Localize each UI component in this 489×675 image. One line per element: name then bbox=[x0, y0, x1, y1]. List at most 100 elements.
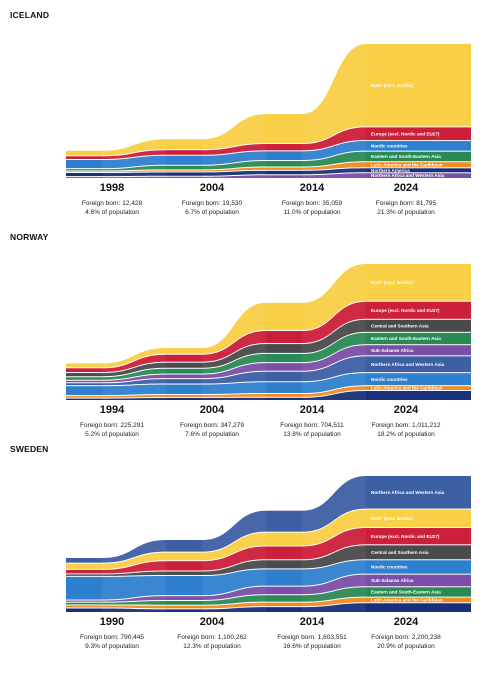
series-label: Latin America and the Caribbean bbox=[371, 386, 443, 391]
node-bar bbox=[266, 595, 302, 602]
node-bar bbox=[366, 319, 471, 332]
node-bar bbox=[266, 607, 302, 612]
flow-northern-america-2 bbox=[302, 168, 366, 175]
series-label: Sub-Saharan Africa bbox=[371, 578, 414, 583]
foreign-born-label: Foreign born: 1,011,212 bbox=[372, 422, 441, 429]
population-share-label: 16.6% of population bbox=[283, 643, 341, 650]
node-bar bbox=[266, 302, 302, 331]
year-label: 2004 bbox=[200, 616, 225, 628]
year-label: 2024 bbox=[394, 404, 419, 416]
node-bar bbox=[66, 608, 102, 612]
node-bar bbox=[166, 397, 202, 400]
population-share-label: 5.2% of population bbox=[85, 431, 139, 438]
series-label: EU27 (excl. Nordic) bbox=[371, 83, 413, 88]
node-bar bbox=[66, 171, 102, 173]
node-bar bbox=[366, 345, 471, 356]
population-share-label: 20.9% of population bbox=[377, 643, 435, 650]
series-label: Eastern and South-Eastern Asia bbox=[371, 336, 441, 341]
flow-europe-excl-nordic-and-eu27--0 bbox=[102, 354, 166, 373]
node-bar bbox=[366, 386, 471, 390]
flow-eastern-and-south-eastern-asia-1 bbox=[202, 353, 266, 374]
node-bar bbox=[166, 539, 202, 552]
year-label: 1994 bbox=[100, 404, 125, 416]
node-bar bbox=[366, 141, 471, 151]
year-label: 2004 bbox=[200, 404, 225, 416]
flow-sub-saharan-africa-2 bbox=[302, 574, 366, 595]
node-bar bbox=[366, 168, 471, 173]
node-bar bbox=[166, 150, 202, 155]
node-bar bbox=[166, 596, 202, 600]
node-bar bbox=[266, 144, 302, 151]
sankey-chart: 1990 Foreign born: 790,445 9.3% of populat… bbox=[66, 476, 471, 650]
population-share-label: 18.2% of population bbox=[377, 431, 435, 438]
node-bar bbox=[266, 602, 302, 607]
series-label: Central and Southern Asia bbox=[371, 550, 429, 555]
series-label: Europe (excl. Nordic and EU27) bbox=[371, 308, 440, 313]
flow-eu27-excl-nordic--1 bbox=[202, 302, 266, 354]
node-bar bbox=[266, 510, 302, 532]
year-label: 1998 bbox=[100, 182, 124, 194]
flow-northern-africa-and-western-asia-1 bbox=[202, 175, 266, 178]
node-bar bbox=[166, 165, 202, 170]
flow-northern-africa-and-western-asia-2 bbox=[302, 356, 366, 382]
flow-central-and-southern-asia-2 bbox=[302, 545, 366, 569]
flow-northern-africa-and-western-asia-0 bbox=[102, 176, 166, 178]
series-label: Europe (excl. Nordic and EU27) bbox=[371, 534, 440, 539]
flow-eastern-and-south-eastern-asia-2 bbox=[302, 587, 366, 602]
node-bar bbox=[166, 575, 202, 596]
flow-sub-saharan-africa-0 bbox=[102, 596, 166, 602]
foreign-born-label: Foreign born: 2,200,238 bbox=[371, 634, 441, 641]
node-bar bbox=[366, 151, 471, 162]
flow-central-and-southern-asia-2 bbox=[302, 319, 366, 353]
population-share-label: 4.6% of population bbox=[85, 209, 139, 216]
node-bar bbox=[66, 563, 102, 569]
flow-nordic-countries-1 bbox=[202, 382, 266, 395]
node-bar bbox=[366, 356, 471, 373]
node-bar bbox=[66, 373, 102, 377]
node-bar bbox=[366, 587, 471, 597]
series-label: Nordic countries bbox=[371, 377, 408, 382]
year-label: 2014 bbox=[300, 616, 325, 628]
flow-eastern-and-south-eastern-asia-2 bbox=[302, 151, 366, 167]
flow-northern-america-0 bbox=[102, 172, 166, 177]
flow-nordic-countries-1 bbox=[202, 569, 266, 596]
flow-europe-excl-nordic-and-eu27--1 bbox=[202, 144, 266, 155]
node-bar bbox=[166, 368, 202, 374]
year-label: 2014 bbox=[300, 182, 325, 194]
node-bar bbox=[366, 476, 471, 509]
flow-other-0 bbox=[102, 397, 166, 400]
node-bar bbox=[166, 139, 202, 150]
foreign-born-label: Foreign born: 1,603,551 bbox=[277, 634, 347, 641]
flow-nordic-countries-0 bbox=[102, 155, 166, 169]
flow-latin-america-and-the-caribbean-0 bbox=[102, 395, 166, 398]
flow-northern-africa-and-western-asia-2 bbox=[302, 173, 366, 178]
population-share-label: 9.3% of population bbox=[85, 643, 139, 650]
country-title: ICELAND bbox=[10, 10, 50, 20]
foreign-born-label: Foreign born: 81,795 bbox=[376, 200, 437, 207]
flow-europe-excl-nordic-and-eu27--0 bbox=[102, 561, 166, 574]
population-share-label: 11.0% of population bbox=[284, 209, 341, 216]
country-panel-iceland: ICELAND 1998 Foreign born: 12,428 4.6% of p… bbox=[0, 10, 489, 230]
flow-northern-africa-and-western-asia-1 bbox=[202, 371, 266, 384]
population-share-label: 7.6% of population bbox=[185, 431, 239, 438]
flow-europe-excl-nordic-and-eu27--2 bbox=[302, 528, 366, 560]
node-bar bbox=[66, 380, 102, 383]
node-bar bbox=[66, 169, 102, 171]
node-bar bbox=[66, 156, 102, 160]
node-bar bbox=[166, 609, 202, 612]
flow-eu27-excl-nordic--0 bbox=[102, 348, 166, 368]
series-label: Northern America bbox=[371, 168, 410, 173]
flow-latin-america-and-the-caribbean-0 bbox=[102, 170, 166, 173]
node-bar bbox=[366, 264, 471, 301]
flow-northern-africa-and-western-asia-1 bbox=[202, 510, 266, 552]
flow-nordic-countries-0 bbox=[102, 384, 166, 396]
series-label: Eastern and South-Eastern Asia bbox=[371, 154, 441, 159]
node-bar bbox=[266, 175, 302, 178]
foreign-born-label: Foreign born: 347,279 bbox=[180, 422, 244, 429]
node-bar bbox=[66, 398, 102, 400]
population-share-label: 13.8% of population bbox=[283, 431, 341, 438]
series-label: Northern Africa and Western Asia bbox=[371, 173, 445, 178]
year-label: 2004 bbox=[200, 182, 225, 194]
flow-nordic-countries-0 bbox=[102, 575, 166, 600]
flow-other-1 bbox=[202, 397, 266, 400]
